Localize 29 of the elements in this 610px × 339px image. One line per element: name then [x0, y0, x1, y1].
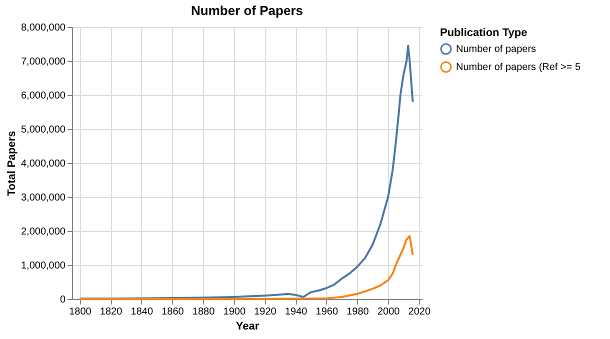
x-tick-label: 1960 [316, 306, 338, 318]
y-tick-label: 0 [60, 294, 66, 306]
x-tick-label: 1940 [284, 306, 308, 318]
y-tick-label: 5,000,000 [21, 124, 66, 136]
x-tick-label: 1900 [223, 306, 246, 318]
x-tick-label: 1840 [130, 306, 154, 318]
x-tick-label: 1820 [100, 306, 123, 318]
y-tick-label: 8,000,000 [21, 22, 66, 34]
chart-title: Number of Papers [191, 3, 303, 18]
legend-label: Number of papers [456, 44, 536, 55]
y-tick-label: 1,000,000 [21, 260, 66, 272]
y-tick-label: 7,000,000 [21, 56, 66, 68]
y-tick-label: 3,000,000 [21, 192, 66, 204]
x-tick-label: 1920 [254, 306, 277, 318]
y-tick-label: 2,000,000 [21, 226, 66, 238]
x-axis-title: Year [236, 320, 260, 332]
legend-label: Number of papers (Ref >= 5 [456, 62, 581, 73]
x-tick-label: 1800 [69, 306, 92, 318]
x-tick-label: 1880 [192, 306, 216, 318]
y-axis-title: Total Papers [6, 130, 18, 196]
line-series [78, 235, 414, 300]
x-tick-label: 2020 [408, 306, 431, 318]
y-tick-label: 4,000,000 [21, 158, 66, 170]
legend-title: Publication Type [440, 27, 528, 39]
x-tick-label: 1980 [346, 306, 370, 318]
y-tick-label: 6,000,000 [21, 90, 66, 102]
x-tick-label: 2000 [377, 306, 400, 318]
line-series [78, 44, 414, 300]
x-tick-label: 1860 [162, 306, 184, 318]
